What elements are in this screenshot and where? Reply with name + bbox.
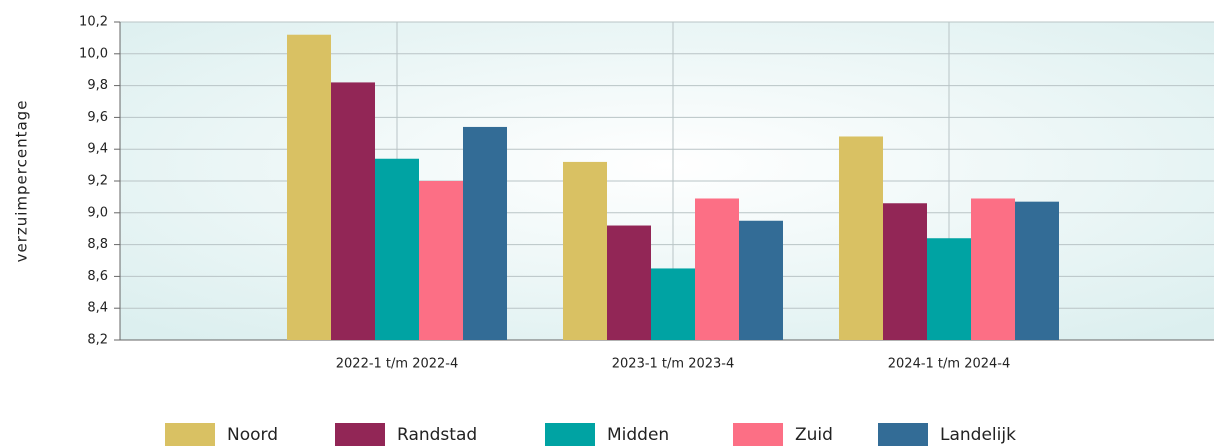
y-tick-label: 8,8 — [87, 237, 108, 252]
y-tick-label: 9,2 — [87, 174, 108, 189]
y-tick-label: 9,6 — [87, 110, 108, 125]
bar — [927, 238, 971, 340]
y-tick-label: 8,6 — [87, 269, 108, 284]
legend-label: Midden — [607, 425, 669, 445]
y-tick-label: 10,2 — [79, 15, 108, 30]
legend-label: Randstad — [397, 425, 477, 445]
legend-swatch — [545, 423, 595, 446]
x-tick-label: 2024-1 t/m 2024-4 — [888, 357, 1011, 372]
legend-label: Landelijk — [940, 425, 1016, 445]
bar — [331, 82, 375, 341]
y-tick-label: 10,0 — [79, 46, 108, 61]
legend-label: Zuid — [795, 425, 833, 445]
x-tick-label: 2023-1 t/m 2023-4 — [612, 357, 735, 372]
x-tick-label: 2022-1 t/m 2022-4 — [336, 357, 459, 372]
bar — [739, 220, 783, 340]
bar — [607, 225, 651, 340]
bar — [839, 136, 883, 340]
bar — [1015, 201, 1059, 340]
legend-swatch — [335, 423, 385, 446]
bar — [375, 158, 419, 340]
y-tick-label: 9,8 — [87, 78, 108, 93]
legend-swatch — [165, 423, 215, 446]
y-tick-label: 8,4 — [87, 301, 108, 316]
legend-swatch — [733, 423, 783, 446]
y-tick-label: 8,2 — [87, 333, 108, 348]
bar — [971, 198, 1015, 340]
bar — [419, 181, 463, 340]
legend-label: Noord — [227, 425, 278, 445]
bar — [463, 126, 507, 340]
bar — [695, 198, 739, 340]
bar — [651, 268, 695, 340]
bar — [563, 161, 607, 340]
y-tick-label: 9,4 — [87, 142, 108, 157]
legend-swatch — [878, 423, 928, 446]
bar — [287, 34, 331, 340]
bar — [883, 203, 927, 340]
y-tick-label: 9,0 — [87, 205, 108, 220]
y-axis-label: verzuimpercentage — [13, 100, 31, 263]
